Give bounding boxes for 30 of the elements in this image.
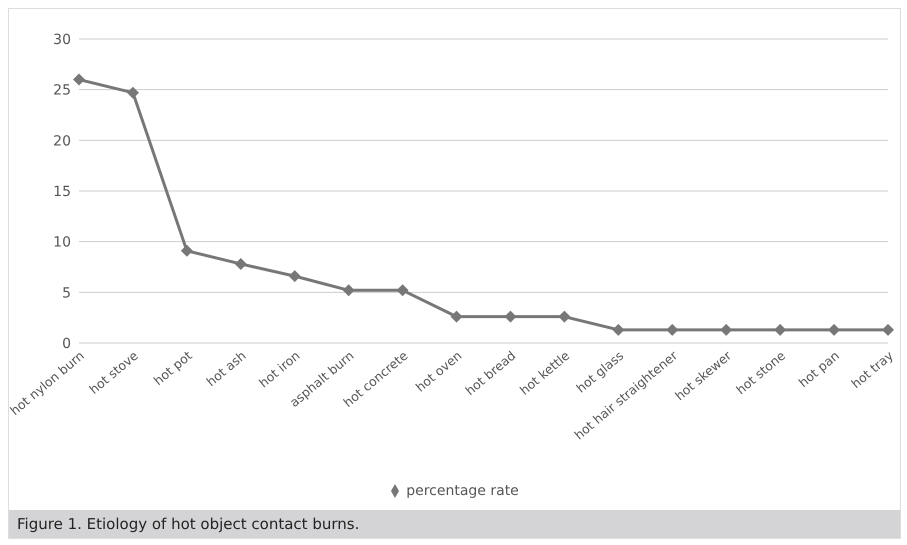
- point: [882, 324, 894, 336]
- legend-label: percentage rate: [406, 483, 519, 499]
- y-tick-label: 15: [53, 184, 71, 200]
- point: [126, 86, 139, 99]
- point: [180, 244, 193, 257]
- y-tick-label: 10: [53, 234, 71, 251]
- point: [666, 324, 678, 336]
- point: [73, 74, 85, 86]
- point: [558, 310, 570, 323]
- x-tick-label: hot ash: [203, 348, 249, 390]
- y-tick-label: 25: [53, 82, 71, 99]
- x-tick-label: hot pan: [796, 348, 842, 390]
- caption: Figure 1. Etiology of hot object contact burns.: [9, 510, 900, 538]
- point: [288, 270, 301, 282]
- point: [612, 324, 624, 336]
- y-tick-label: 0: [62, 336, 71, 352]
- point: [234, 258, 247, 270]
- y-tick-label: 5: [62, 285, 71, 302]
- y-tick-label: 20: [53, 133, 71, 150]
- point: [774, 324, 786, 336]
- x-tick-label: hot tray: [848, 347, 896, 392]
- x-tick-label: hot pot: [150, 348, 195, 388]
- point: [720, 324, 732, 336]
- y-tick-label: 30: [53, 32, 71, 48]
- x-tick-label: hot iron: [256, 348, 303, 390]
- point: [828, 324, 840, 336]
- point: [396, 284, 409, 296]
- point: [504, 310, 516, 323]
- point: [342, 284, 355, 296]
- point: [450, 310, 463, 323]
